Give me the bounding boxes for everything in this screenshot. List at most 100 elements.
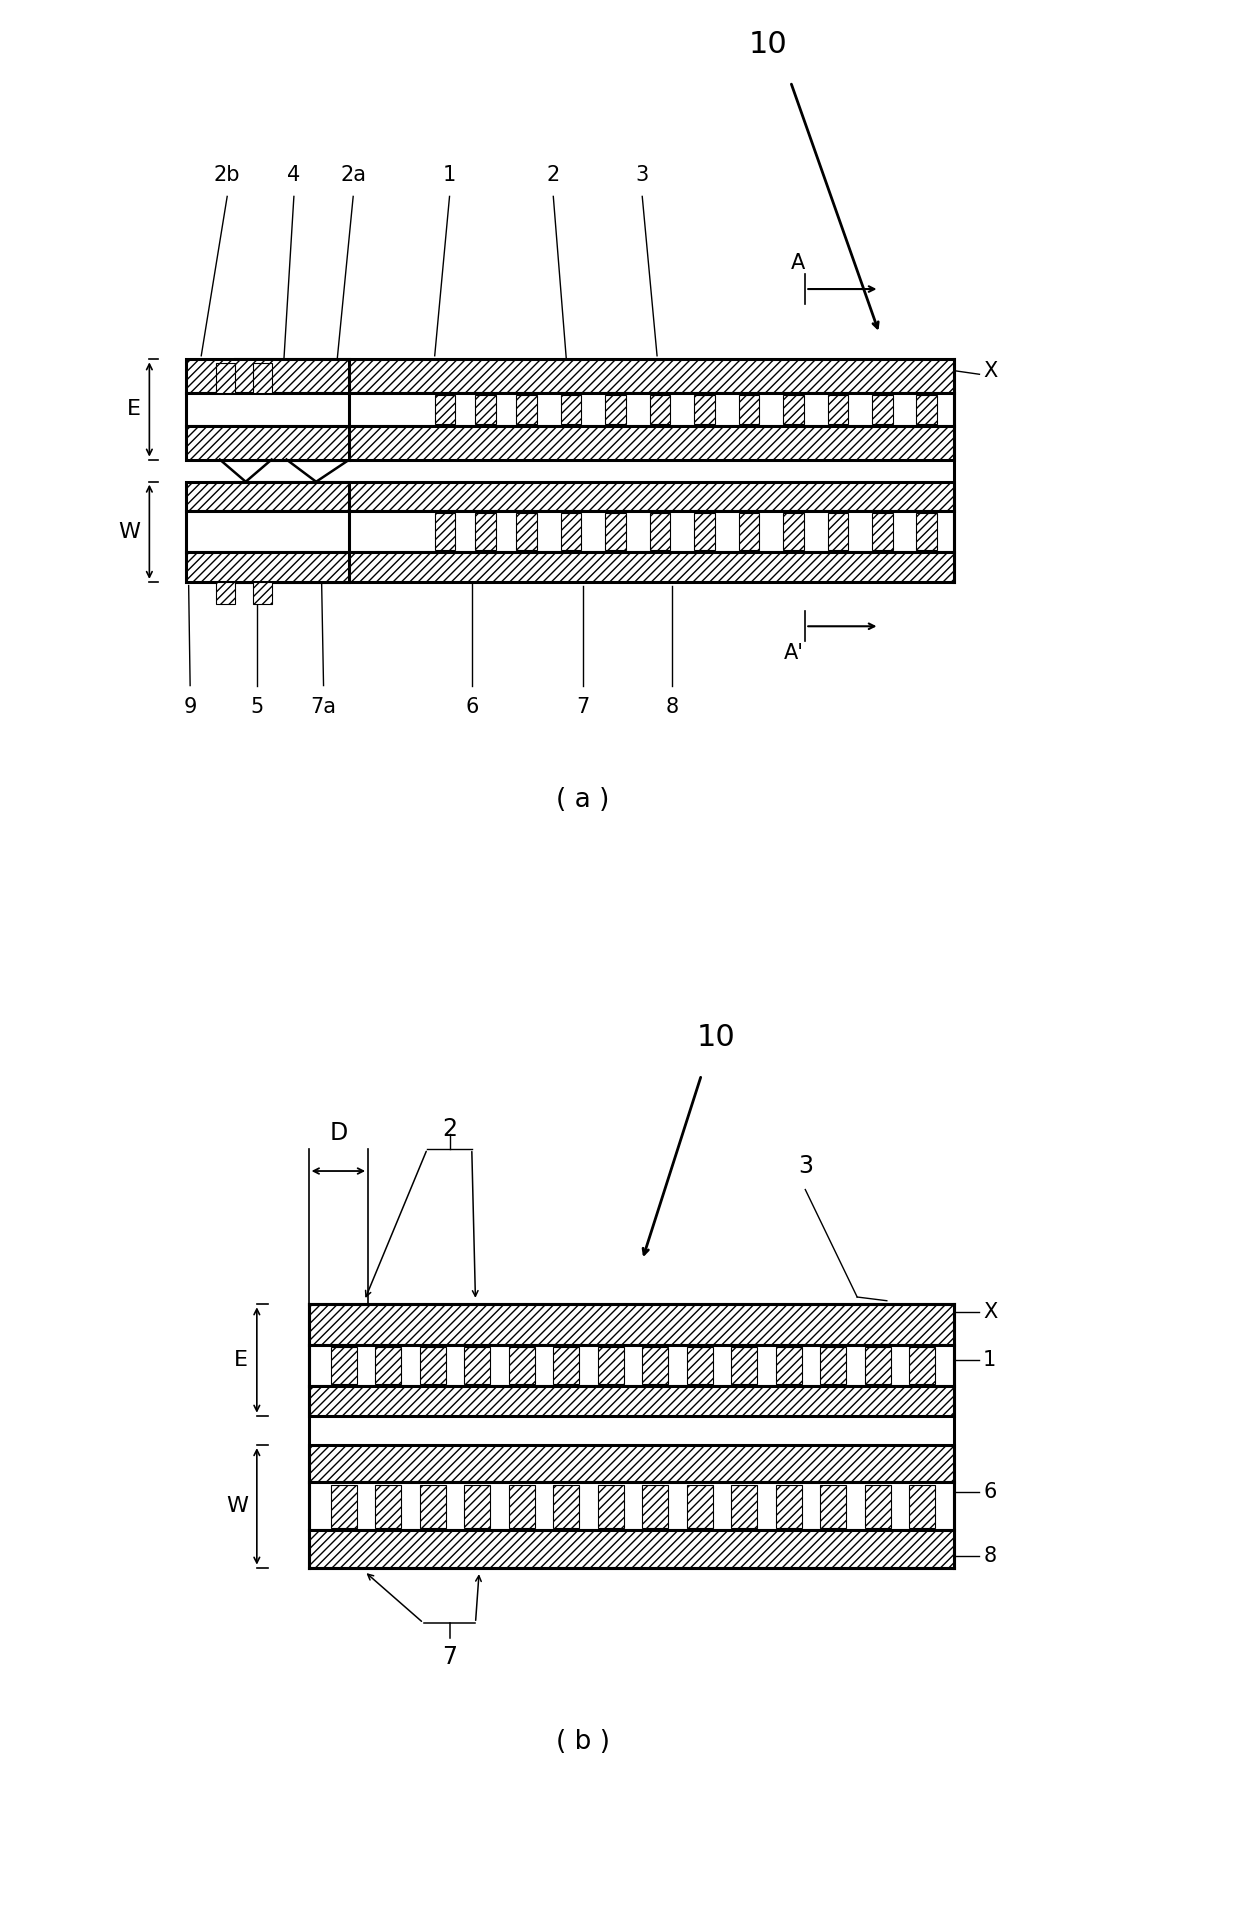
Bar [820,1484,846,1528]
Bar [732,1484,758,1528]
Text: 10: 10 [749,31,787,60]
Text: 2a: 2a [340,166,366,185]
Bar [331,1484,357,1528]
Bar [376,1484,402,1528]
Bar [309,1445,954,1482]
Bar [694,513,715,551]
Bar [909,1484,935,1528]
Text: 8: 8 [666,698,678,717]
Text: 2: 2 [441,1118,458,1141]
Bar [516,395,537,424]
Text: 3: 3 [636,166,649,185]
Text: 2b: 2b [215,166,241,185]
Bar [687,1347,713,1384]
Bar [234,360,954,393]
Text: 7: 7 [441,1646,458,1669]
Bar [827,395,848,424]
Bar [420,1484,446,1528]
Bar [864,1484,890,1528]
Bar [598,1347,624,1384]
Text: 8: 8 [983,1547,996,1567]
Text: ( a ): ( a ) [557,788,610,813]
Bar [253,362,273,393]
Bar [186,393,350,426]
Bar [820,1347,846,1384]
Text: X: X [983,360,997,380]
Text: 10: 10 [697,1023,735,1052]
Text: A': A' [784,642,805,663]
Text: 3: 3 [797,1154,812,1179]
Text: 6: 6 [465,698,479,717]
Bar [605,513,626,551]
Bar [234,511,954,553]
Bar [475,513,496,551]
Text: 5: 5 [250,698,263,717]
Bar [376,1347,402,1384]
Text: 4: 4 [288,166,300,185]
Bar [872,395,893,424]
Bar [508,1347,534,1384]
Bar [435,513,455,551]
Bar [475,395,496,424]
Bar [650,513,671,551]
Bar [435,395,455,424]
Bar [739,395,759,424]
Bar [234,482,954,511]
Text: A: A [791,252,805,274]
Bar [234,553,954,582]
Bar [916,513,937,551]
Bar [864,1347,890,1384]
Bar [464,1484,490,1528]
Text: ( b ): ( b ) [556,1729,610,1755]
Bar [186,482,350,511]
Bar [560,513,582,551]
Bar [186,426,350,459]
Bar [872,513,893,551]
Text: 1: 1 [443,166,456,185]
Bar [186,553,350,582]
Bar [694,395,715,424]
Bar [776,1347,801,1384]
Text: 6: 6 [983,1482,997,1501]
Bar [560,395,582,424]
Bar [553,1347,579,1384]
Bar [598,1484,624,1528]
Bar [309,1305,954,1345]
Text: E: E [234,1351,248,1370]
Bar [216,582,236,603]
Text: 7: 7 [577,698,589,717]
Bar [642,1484,668,1528]
Bar [909,1347,935,1384]
Text: W: W [119,522,140,541]
Text: 1: 1 [983,1351,997,1370]
Bar [732,1347,758,1384]
Bar [782,395,804,424]
Bar [508,1484,534,1528]
Bar [234,426,954,459]
Text: W: W [226,1497,248,1517]
Bar [687,1484,713,1528]
Bar [216,362,236,393]
Bar [776,1484,801,1528]
Bar [605,395,626,424]
Bar [553,1484,579,1528]
Bar [186,511,350,553]
Bar [642,1347,668,1384]
Bar [739,513,759,551]
Bar [782,513,804,551]
Bar [650,395,671,424]
Text: X: X [983,1303,997,1322]
Text: 2: 2 [547,166,560,185]
Bar [186,360,350,393]
Bar [309,1345,954,1386]
Text: 9: 9 [184,698,197,717]
Bar [234,393,954,426]
Bar [309,1482,954,1530]
Text: D: D [330,1122,347,1145]
Bar [464,1347,490,1384]
Bar [309,1530,954,1567]
Text: E: E [126,399,140,420]
Bar [516,513,537,551]
Bar [253,582,273,603]
Bar [916,395,937,424]
